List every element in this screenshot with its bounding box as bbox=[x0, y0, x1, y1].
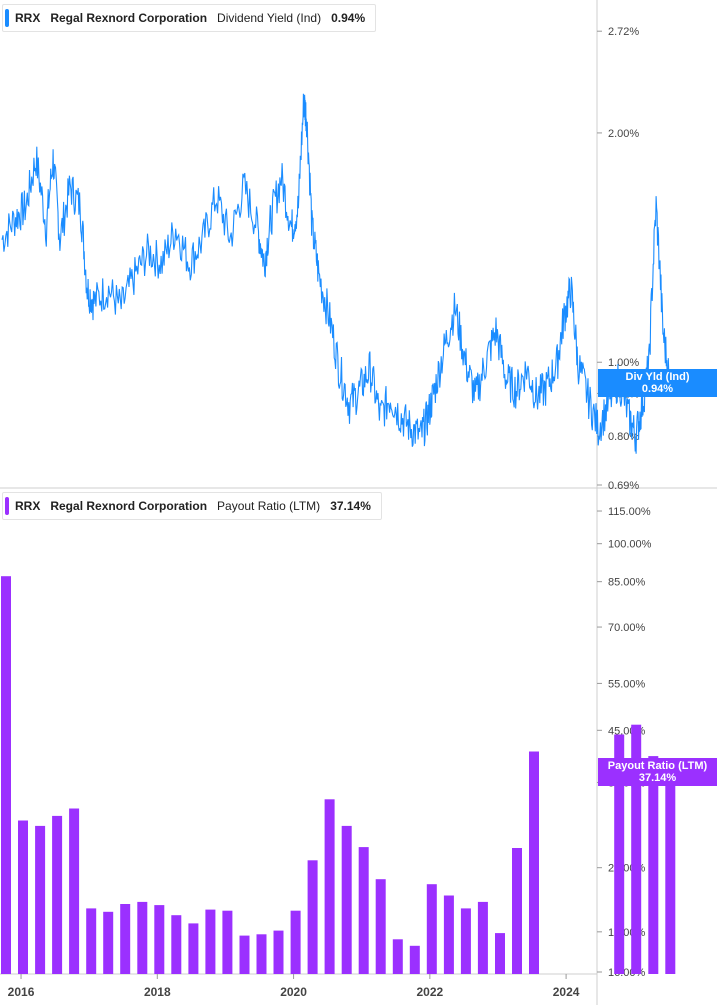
payout-ratio-bar bbox=[18, 820, 28, 974]
y-tick-label: 70.00% bbox=[608, 622, 646, 634]
legend-metric-name: Payout Ratio (LTM) bbox=[217, 499, 321, 513]
payout-ratio-bar bbox=[443, 895, 454, 974]
flag-label: Payout Ratio (LTM) bbox=[607, 760, 708, 772]
legend-color-swatch bbox=[5, 497, 9, 515]
legend-company-name: Regal Rexnord Corporation bbox=[50, 11, 208, 25]
payout-ratio-bar bbox=[495, 933, 505, 974]
y-tick-label: 2.00% bbox=[608, 128, 639, 140]
payout-ratio-bar bbox=[358, 847, 369, 974]
legend-payout-ratio[interactable]: RRX Regal Rexnord Corporation Payout Rat… bbox=[2, 492, 382, 520]
dividend-yield-line bbox=[1, 93, 671, 454]
legend-metric-value: 37.14% bbox=[330, 499, 371, 513]
y-tick-label: 85.00% bbox=[608, 577, 646, 589]
legend-metric-name: Dividend Yield (Ind) bbox=[217, 11, 322, 25]
x-tick-label: 2022 bbox=[416, 985, 443, 999]
legend-company-name: Regal Rexnord Corporation bbox=[50, 499, 208, 513]
payout-ratio-bar bbox=[35, 825, 46, 974]
flag-value: 37.14% bbox=[638, 772, 677, 784]
payout-ratio-bar bbox=[290, 910, 301, 974]
x-tick-label: 2018 bbox=[144, 985, 171, 999]
payout-ratio-bar bbox=[341, 825, 352, 974]
payout-ratio-bar bbox=[256, 934, 267, 974]
payout-ratio-bar bbox=[222, 910, 233, 974]
legend-metric-value: 0.94% bbox=[331, 11, 366, 25]
last-value-flag-payout-ratio: Payout Ratio (LTM) 37.14% bbox=[598, 758, 717, 786]
payout-ratio-bar bbox=[324, 799, 335, 974]
y-tick-label: 0.69% bbox=[608, 480, 639, 492]
x-tick-label: 2020 bbox=[280, 985, 307, 999]
legend-dividend-yield[interactable]: RRX Regal Rexnord Corporation Dividend Y… bbox=[2, 4, 377, 32]
payout-ratio-bar bbox=[426, 884, 437, 974]
payout-ratio-bar bbox=[631, 724, 642, 974]
y-tick-label: 100.00% bbox=[608, 539, 652, 551]
payout-ratio-bar bbox=[120, 904, 131, 974]
payout-ratio-bar bbox=[273, 930, 284, 974]
y-tick-label: 55.00% bbox=[608, 678, 646, 690]
payout-ratio-bar bbox=[52, 815, 63, 974]
payout-ratio-bar bbox=[477, 901, 488, 974]
y-tick-label: 2.72% bbox=[608, 26, 639, 38]
x-tick-label: 2016 bbox=[8, 985, 35, 999]
payout-ratio-bar bbox=[137, 901, 148, 974]
flag-value: 0.94% bbox=[641, 383, 674, 395]
legend-ticker: RRX bbox=[15, 499, 41, 513]
y-tick-label: 115.00% bbox=[608, 506, 651, 518]
payout-ratio-bar bbox=[239, 935, 250, 974]
payout-ratio-bar bbox=[512, 848, 522, 974]
payout-ratio-bar bbox=[460, 908, 471, 974]
payout-ratio-bar bbox=[188, 923, 199, 974]
payout-ratio-bar bbox=[375, 879, 386, 974]
payout-ratio-bar bbox=[409, 945, 420, 974]
payout-ratio-bar bbox=[665, 763, 676, 974]
payout-ratio-bar bbox=[171, 915, 182, 974]
legend-ticker: RRX bbox=[15, 11, 41, 25]
payout-ratio-bar bbox=[1, 576, 11, 974]
payout-ratio-bar bbox=[614, 734, 625, 974]
payout-ratio-bar bbox=[307, 860, 318, 974]
payout-ratio-bar bbox=[392, 939, 403, 974]
legend-color-swatch bbox=[5, 9, 9, 27]
payout-ratio-bar bbox=[154, 905, 165, 974]
x-tick-label: 2024 bbox=[553, 985, 580, 999]
payout-ratio-bar bbox=[205, 909, 216, 974]
payout-ratio-bar bbox=[69, 808, 80, 974]
payout-ratio-bar bbox=[648, 756, 659, 974]
last-value-flag-dividend-yield: Div Yld (Ind) 0.94% bbox=[598, 369, 717, 397]
payout-ratio-bar bbox=[529, 751, 539, 974]
flag-label: Div Yld (Ind) bbox=[625, 371, 690, 383]
payout-ratio-bar bbox=[103, 911, 114, 974]
payout-ratio-bar bbox=[86, 908, 97, 974]
y-tick-label: 1.00% bbox=[608, 357, 639, 369]
